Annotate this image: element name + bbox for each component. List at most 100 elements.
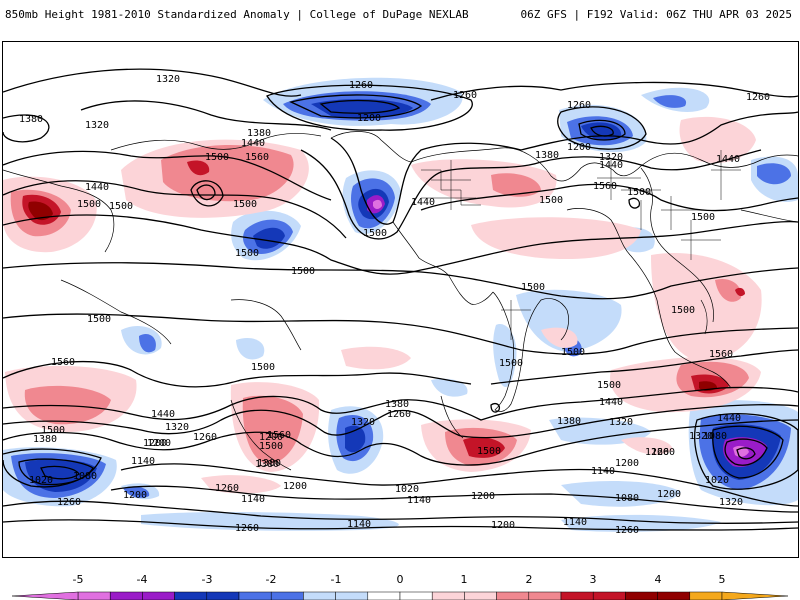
contour-label: 1440 <box>599 160 623 171</box>
contour-label: 1440 <box>241 138 265 149</box>
colorbar-swatch <box>625 591 658 600</box>
contour-label: 1140 <box>241 494 265 505</box>
contour-label: 1560 <box>267 430 291 441</box>
colorbar-swatch <box>431 591 465 600</box>
colorbar-swatch <box>109 591 143 600</box>
contour-label: 1260 <box>746 92 770 103</box>
colorbar-swatch <box>303 591 336 600</box>
colorbar-high-arrow <box>721 591 789 600</box>
contour-label: 1500 <box>41 425 65 436</box>
contour-label: 1380 <box>557 416 581 427</box>
contour-label: 1200 <box>143 438 167 449</box>
contour-label: 1500 <box>77 199 101 210</box>
contour-label: 1140 <box>591 466 615 477</box>
colorbar-swatch <box>367 591 401 600</box>
contour-label: 1260 <box>453 90 477 101</box>
contour-label: 1320 <box>165 422 189 433</box>
contour-label: 1500 <box>87 314 111 325</box>
contour-label: 1380 <box>535 150 559 161</box>
colorbar-swatch <box>560 591 594 600</box>
contour-label: 1260 <box>235 523 259 534</box>
contour-label: 1020 <box>395 484 419 495</box>
colorbar-ticks: -5 -4 -3 -2 -1 0 1 2 3 4 5 <box>73 574 726 586</box>
contour-label: 1260 <box>651 447 675 458</box>
contour-label: 1260 <box>645 447 669 458</box>
chart-header: 850mb Height 1981-2010 Standardized Anom… <box>0 0 800 30</box>
colorbar-swatch <box>206 591 240 600</box>
colorbar-swatch <box>528 591 562 600</box>
contour-label: 1020 <box>29 475 53 486</box>
contour-label: 1320 <box>156 74 180 85</box>
colorbar-swatch <box>270 591 304 600</box>
colorbar-swatch <box>399 591 433 600</box>
contour-label: 1260 <box>567 100 591 111</box>
contour-label: 1380 <box>255 459 279 470</box>
contour-label: 1560 <box>245 152 269 163</box>
contour-label: 1500 <box>499 358 523 369</box>
country-borders <box>421 150 741 340</box>
colorbar-tick-label: 0 <box>397 574 404 586</box>
contour-label: 1200 <box>283 481 307 492</box>
contour-label: 1500 <box>291 266 315 277</box>
model-valid-time: 06Z GFS | F192 Valid: 06Z THU APR 03 202… <box>520 8 792 21</box>
contour-label: 1140 <box>131 456 155 467</box>
contour-label: 1320 <box>85 120 109 131</box>
contour-label: 1440 <box>151 409 175 420</box>
contour-label: 1560 <box>709 349 733 360</box>
contour-label: 1200 <box>567 142 591 153</box>
contour-label: 1500 <box>627 187 651 198</box>
contour-label: 1080 <box>73 471 97 482</box>
contour-label: 1260 <box>387 409 411 420</box>
colorbar-swatch <box>496 591 530 600</box>
contour-label: 1440 <box>411 197 435 208</box>
contour-label: 1140 <box>407 495 431 506</box>
contour-label: 1320 <box>719 497 743 508</box>
contour-label: 1500 <box>539 195 563 206</box>
contour-label: 1140 <box>347 519 371 530</box>
colorbar-swatch <box>689 591 723 600</box>
contour-label: 1440 <box>717 413 741 424</box>
chart-title: 850mb Height 1981-2010 Standardized Anom… <box>5 8 469 21</box>
contour-label: 1080 <box>703 431 727 442</box>
contour-label: 1440 <box>716 154 740 165</box>
contour-label: 1200 <box>147 438 171 449</box>
colorbar-swatch <box>657 591 691 600</box>
contour-label: 1320 <box>599 152 623 163</box>
contour-label: 1320 <box>689 431 713 442</box>
colorbar-tick-label: 3 <box>590 574 597 586</box>
contour-label: 1260 <box>193 432 217 443</box>
contour-label: 1200 <box>471 491 495 502</box>
colorbar-tick-label: -2 <box>266 574 277 586</box>
contour-label: 1500 <box>561 347 585 358</box>
colorbar-swatch <box>174 591 208 600</box>
contour-label: 1500 <box>109 201 133 212</box>
contour-label: 1380 <box>19 114 43 125</box>
contour-label: 1200 <box>615 458 639 469</box>
contour-label: 1320 <box>351 417 375 428</box>
colorbar-swatch <box>77 591 111 600</box>
contour-labels: 1320 1380 1320 1260 1260 1260 1260 1200 … <box>19 74 770 536</box>
height-contours <box>3 68 798 531</box>
colorbar-tick-label: 4 <box>655 574 662 586</box>
colorbar-tick-label: 2 <box>526 574 533 586</box>
contour-label: 1560 <box>593 181 617 192</box>
contour-label: 1260 <box>615 525 639 536</box>
contour-label: 1500 <box>235 248 259 259</box>
colorbar-tick-label: 5 <box>719 574 726 586</box>
contour-label: 1380 <box>247 128 271 139</box>
contour-label: 1500 <box>259 441 283 452</box>
contour-label: 1380 <box>385 399 409 410</box>
contour-label: 1140 <box>563 517 587 528</box>
contour-label: 1500 <box>363 228 387 239</box>
contour-label: 1560 <box>51 357 75 368</box>
contour-label: 1500 <box>251 362 275 373</box>
contour-label: 1500 <box>521 282 545 293</box>
contour-label: 1260 <box>215 483 239 494</box>
colorbar-swatches <box>11 591 789 600</box>
contour-label: 1500 <box>233 199 257 210</box>
contour-label: 1020 <box>705 475 729 486</box>
contour-label: 1260 <box>349 80 373 91</box>
colorbar-swatch <box>142 591 175 600</box>
contour-label: 1200 <box>123 490 147 501</box>
contour-label: 1440 <box>599 397 623 408</box>
